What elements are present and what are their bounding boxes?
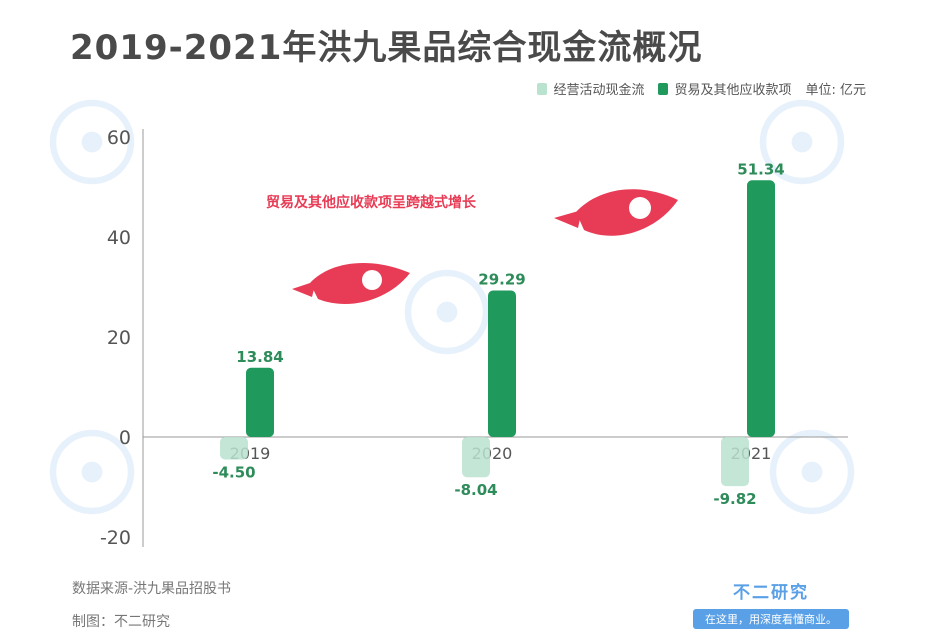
- data-label: 29.29: [478, 271, 525, 289]
- data-label: -4.50: [212, 464, 255, 482]
- y-tick-label: 0: [119, 427, 131, 449]
- brand-block: 不二研究 在这里，用深度看懂商业。: [686, 578, 856, 629]
- chart-maker: 制图：不二研究: [72, 614, 170, 630]
- watermark-logo-icon: [49, 429, 135, 515]
- data-source: 数据来源-洪九果品招股书: [72, 581, 232, 597]
- bar-receivables: [246, 367, 274, 437]
- legend-swatch-receivables: [658, 82, 669, 95]
- watermark-logo-icon: [49, 99, 135, 185]
- data-label: 51.34: [737, 160, 784, 178]
- rocket-icon: [554, 189, 678, 236]
- data-label: -8.04: [454, 481, 497, 499]
- unit-label: 单位: 亿元: [805, 83, 866, 98]
- rocket-icon: [292, 262, 410, 304]
- y-tick-label: 60: [107, 127, 131, 149]
- bar-receivables: [747, 180, 775, 438]
- bar-operating-cashflow: [721, 437, 749, 487]
- bar-operating-cashflow: [220, 437, 248, 460]
- brand-name: 不二研究: [733, 583, 809, 603]
- watermark-logo-icon: [759, 99, 845, 185]
- y-tick-label: 20: [107, 327, 131, 349]
- y-tick-label: 40: [107, 227, 131, 249]
- watermark-logo-icon: [404, 269, 490, 355]
- chart-title: 2019-2021年洪九果品综合现金流概况: [70, 28, 703, 68]
- legend-label-receivables: 贸易及其他应收款项: [674, 83, 792, 98]
- bar-receivables: [488, 290, 516, 437]
- watermark-logo-icon: [769, 429, 855, 515]
- data-label: -9.82: [713, 490, 756, 508]
- legend-swatch-operating: [537, 82, 548, 95]
- data-label: 13.84: [236, 348, 283, 366]
- legend-item-receivables: 贸易及其他应收款项: [658, 79, 791, 98]
- legend-item-operating: 经营活动现金流: [537, 79, 644, 98]
- legend-label-operating: 经营活动现金流: [553, 83, 645, 98]
- y-tick-label: -20: [100, 527, 131, 549]
- bar-operating-cashflow: [462, 437, 490, 478]
- legend: 经营活动现金流 贸易及其他应收款项 单位: 亿元: [537, 79, 866, 98]
- growth-annotation: 贸易及其他应收款项呈跨越式增长: [266, 195, 476, 211]
- brand-slogan: 在这里，用深度看懂商业。: [693, 609, 849, 629]
